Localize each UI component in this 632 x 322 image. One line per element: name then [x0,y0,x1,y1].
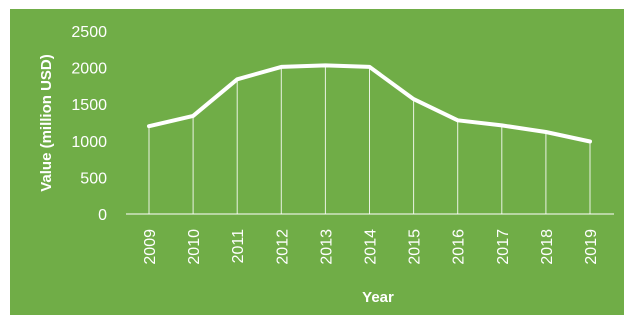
x-tick-label: 2013 [318,229,335,265]
chart-area: 0 500 1000 1500 2000 2500 2009 2010 2011 2012 201… [10,9,624,315]
y-tick-label: 2000 [71,61,107,78]
x-tick-label: 2014 [363,229,380,265]
y-tick-label: 0 [98,207,107,224]
series-line [147,63,592,144]
x-tick-label: 2015 [407,229,424,265]
y-axis-title: Value (million USD) [38,54,55,192]
x-tick-label: 2010 [186,229,203,265]
y-tick-label: 500 [80,170,107,187]
y-axis-ticks: 0 500 1000 1500 2000 2500 [71,24,107,224]
x-tick-label: 2019 [583,229,600,265]
y-tick-label: 1500 [71,97,107,114]
x-tick-label: 2011 [230,229,247,264]
x-tick-label: 2016 [451,229,468,265]
drop-lines [148,65,591,214]
line-chart: 0 500 1000 1500 2000 2500 2009 2010 2011 2012 201… [38,24,614,306]
x-axis-title: Year [362,289,394,306]
x-tick-label: 2018 [539,229,556,265]
x-tick-label: 2017 [495,229,512,265]
x-tick-label: 2009 [142,229,159,265]
y-tick-label: 2500 [71,24,107,41]
x-tick-label: 2012 [274,229,291,265]
y-tick-label: 1000 [71,134,107,151]
x-axis-ticks: 2009 2010 2011 2012 2013 2014 2015 2016 2017 2018… [142,229,600,265]
